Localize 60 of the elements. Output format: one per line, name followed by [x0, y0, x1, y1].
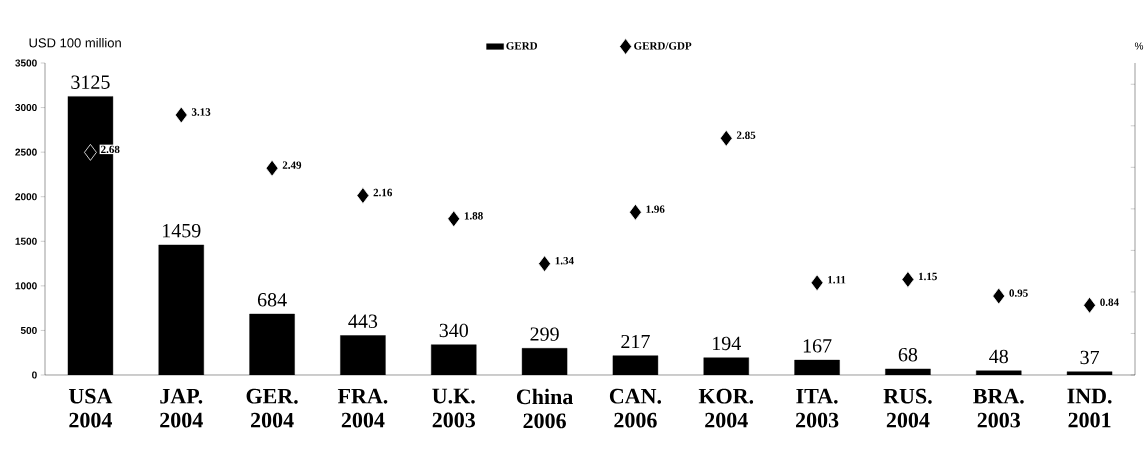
data-label: 68: [898, 347, 918, 362]
data-label: 1.34: [555, 256, 574, 265]
data-label: 1.88: [464, 212, 483, 220]
point: [992, 287, 1006, 305]
x-tick-label: ITA. 2003: [796, 388, 839, 428]
y2-axis-title: %: [1134, 42, 1144, 50]
y-tick-label: 3000: [15, 104, 37, 112]
data-label: 1459: [163, 223, 201, 238]
data-label: 1.96: [646, 205, 665, 213]
x-tick-label: USA 2004: [68, 388, 113, 428]
y-tick-label: 2000: [15, 193, 37, 201]
y-tick-label: 500: [20, 326, 37, 334]
x-tick-label: KOR. 2004: [698, 388, 754, 428]
point: [901, 271, 915, 288]
point: [265, 159, 279, 177]
data-label: 217: [621, 334, 650, 349]
data-label: 0.95: [1009, 289, 1028, 297]
y-tick-label: 2500: [15, 148, 37, 156]
data-label: 0.84: [1100, 298, 1119, 306]
x-tick-label: IND. 2001: [1067, 388, 1112, 428]
x-tick-label: RUS. 2004: [883, 388, 932, 428]
y-tick-label: 0: [32, 371, 37, 379]
x-tick-label: FRA. 2004: [337, 388, 388, 428]
data-label: 3125: [71, 75, 110, 89]
point: [447, 210, 461, 228]
point: [174, 106, 188, 124]
x-tick-label: China 2006: [516, 388, 573, 429]
point: [629, 203, 642, 221]
data-label: 2.68: [101, 145, 120, 154]
data-label: 2.49: [282, 161, 302, 169]
data-label: 2.85: [736, 131, 756, 139]
point: [84, 143, 97, 161]
legend-label: GERD/GDP: [634, 42, 692, 50]
point: [356, 187, 370, 204]
point: [810, 274, 824, 292]
y-tick-label: 1500: [15, 237, 37, 245]
data-label: 37: [1080, 350, 1100, 365]
x-tick-label: GER. 2004: [246, 388, 298, 428]
data-label: 3.13: [191, 108, 211, 116]
data-label: 443: [348, 314, 378, 328]
x-tick-label: CAN. 2006: [609, 388, 662, 428]
x-tick-label: U.K. 2003: [432, 388, 476, 428]
data-label: 2.16: [373, 188, 393, 197]
x-tick-label: BRA. 2003: [973, 388, 1024, 428]
data-label: 48: [989, 349, 1008, 364]
point: [1083, 296, 1096, 314]
data-label: 340: [439, 323, 468, 338]
data-label: 1.15: [919, 272, 937, 281]
data-label: 167: [803, 339, 832, 353]
data-label: 299: [530, 327, 559, 341]
x-tick-label: JAP. 2004: [160, 388, 203, 428]
data-label: 194: [713, 336, 741, 351]
point: [538, 255, 551, 273]
y-tick-label: 1000: [15, 282, 37, 290]
data-label: 684: [257, 293, 287, 307]
legend-label: GERD: [506, 42, 538, 50]
y-tick-label: 3500: [15, 59, 37, 67]
y-axis-title: USD 100 million: [29, 37, 121, 48]
point: [719, 129, 733, 147]
data-label: 1.11: [828, 276, 846, 284]
